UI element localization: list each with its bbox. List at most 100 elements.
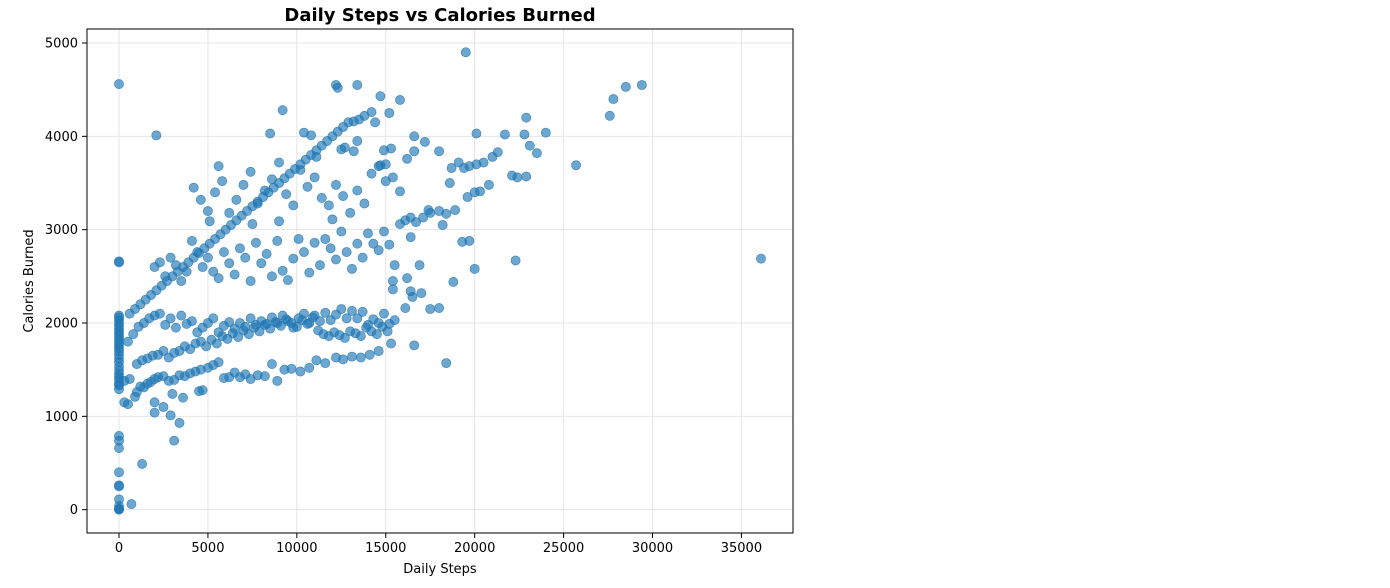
data-point <box>224 258 235 269</box>
data-point <box>571 160 581 171</box>
data-point <box>213 357 224 368</box>
data-point <box>243 329 254 340</box>
data-point <box>475 186 485 197</box>
data-point <box>437 220 448 230</box>
data-point <box>450 205 461 215</box>
data-point <box>165 313 176 324</box>
data-point <box>636 80 647 90</box>
data-point <box>307 312 318 323</box>
data-point <box>441 358 452 369</box>
data-point <box>311 355 322 366</box>
data-point <box>352 238 363 249</box>
data-point <box>352 136 363 146</box>
data-point <box>295 165 306 175</box>
data-point <box>211 338 222 349</box>
data-point <box>347 305 357 316</box>
data-point <box>304 267 315 278</box>
data-point <box>181 266 192 277</box>
data-point <box>331 179 341 190</box>
data-point <box>512 172 523 183</box>
data-point <box>275 320 286 331</box>
data-point <box>231 194 242 205</box>
data-point <box>259 371 270 382</box>
data-point <box>171 322 181 333</box>
data-point <box>448 277 459 287</box>
data-point <box>217 176 228 187</box>
data-point <box>395 186 405 197</box>
data-point <box>384 239 395 250</box>
data-point <box>114 431 124 441</box>
data-point <box>484 179 494 190</box>
data-point <box>327 214 338 225</box>
data-point <box>402 273 413 284</box>
data-point <box>245 166 256 177</box>
data-point <box>460 47 471 58</box>
data-point <box>416 288 427 299</box>
data-point <box>155 308 165 319</box>
data-point <box>409 340 420 351</box>
data-point <box>389 260 400 271</box>
data-point <box>123 336 133 347</box>
data-point <box>277 105 288 116</box>
data-point <box>245 276 256 286</box>
y-tick-label: 2000 <box>45 317 78 332</box>
data-point <box>149 397 160 408</box>
data-point <box>405 232 416 243</box>
data-point <box>418 212 429 223</box>
y-tick-label: 3000 <box>45 223 78 238</box>
data-point <box>288 253 299 264</box>
data-point <box>347 351 357 362</box>
data-point <box>386 338 396 349</box>
data-point <box>197 262 208 272</box>
x-tick-label: 30000 <box>632 541 673 556</box>
data-point <box>370 117 380 128</box>
data-point <box>165 410 176 421</box>
x-tick-label: 0 <box>115 541 123 556</box>
data-point <box>261 249 272 259</box>
plot-area-frame <box>86 28 794 534</box>
data-point <box>219 247 229 257</box>
data-point <box>384 108 395 118</box>
x-tick-label: 15000 <box>365 541 406 556</box>
data-point <box>178 392 188 403</box>
data-point <box>187 316 197 327</box>
data-point <box>176 276 187 286</box>
data-point <box>540 127 551 138</box>
data-point <box>387 172 398 183</box>
data-point <box>293 234 304 244</box>
data-point <box>274 157 284 168</box>
data-point <box>187 235 197 246</box>
data-point <box>259 185 270 196</box>
data-point <box>208 266 219 277</box>
data-point <box>339 142 350 153</box>
data-point <box>165 252 176 263</box>
data-point <box>213 273 224 284</box>
data-point <box>128 329 139 340</box>
data-point <box>373 346 384 356</box>
data-point <box>309 237 320 248</box>
data-point <box>315 260 325 271</box>
data-point <box>341 313 352 324</box>
data-point <box>338 354 348 365</box>
data-point <box>114 467 124 478</box>
data-point <box>357 252 368 263</box>
x-axis-ticks: 0 5000 10000 15000 20000 25000 30000 35000 <box>115 533 762 556</box>
data-point <box>756 253 766 264</box>
x-tick-label: 35000 <box>721 541 762 556</box>
data-point <box>283 275 293 285</box>
y-tick-label: 0 <box>70 503 78 518</box>
data-point <box>302 181 313 192</box>
data-point <box>373 245 384 256</box>
data-point <box>339 333 350 343</box>
data-point <box>469 263 480 274</box>
data-point <box>126 499 137 509</box>
data-points <box>114 47 766 515</box>
data-point <box>252 198 263 209</box>
data-point <box>233 332 244 342</box>
data-point <box>471 128 482 139</box>
data-point <box>320 234 331 244</box>
data-point <box>265 128 276 139</box>
data-point <box>359 198 370 209</box>
data-point <box>169 435 180 446</box>
data-point <box>274 216 284 227</box>
